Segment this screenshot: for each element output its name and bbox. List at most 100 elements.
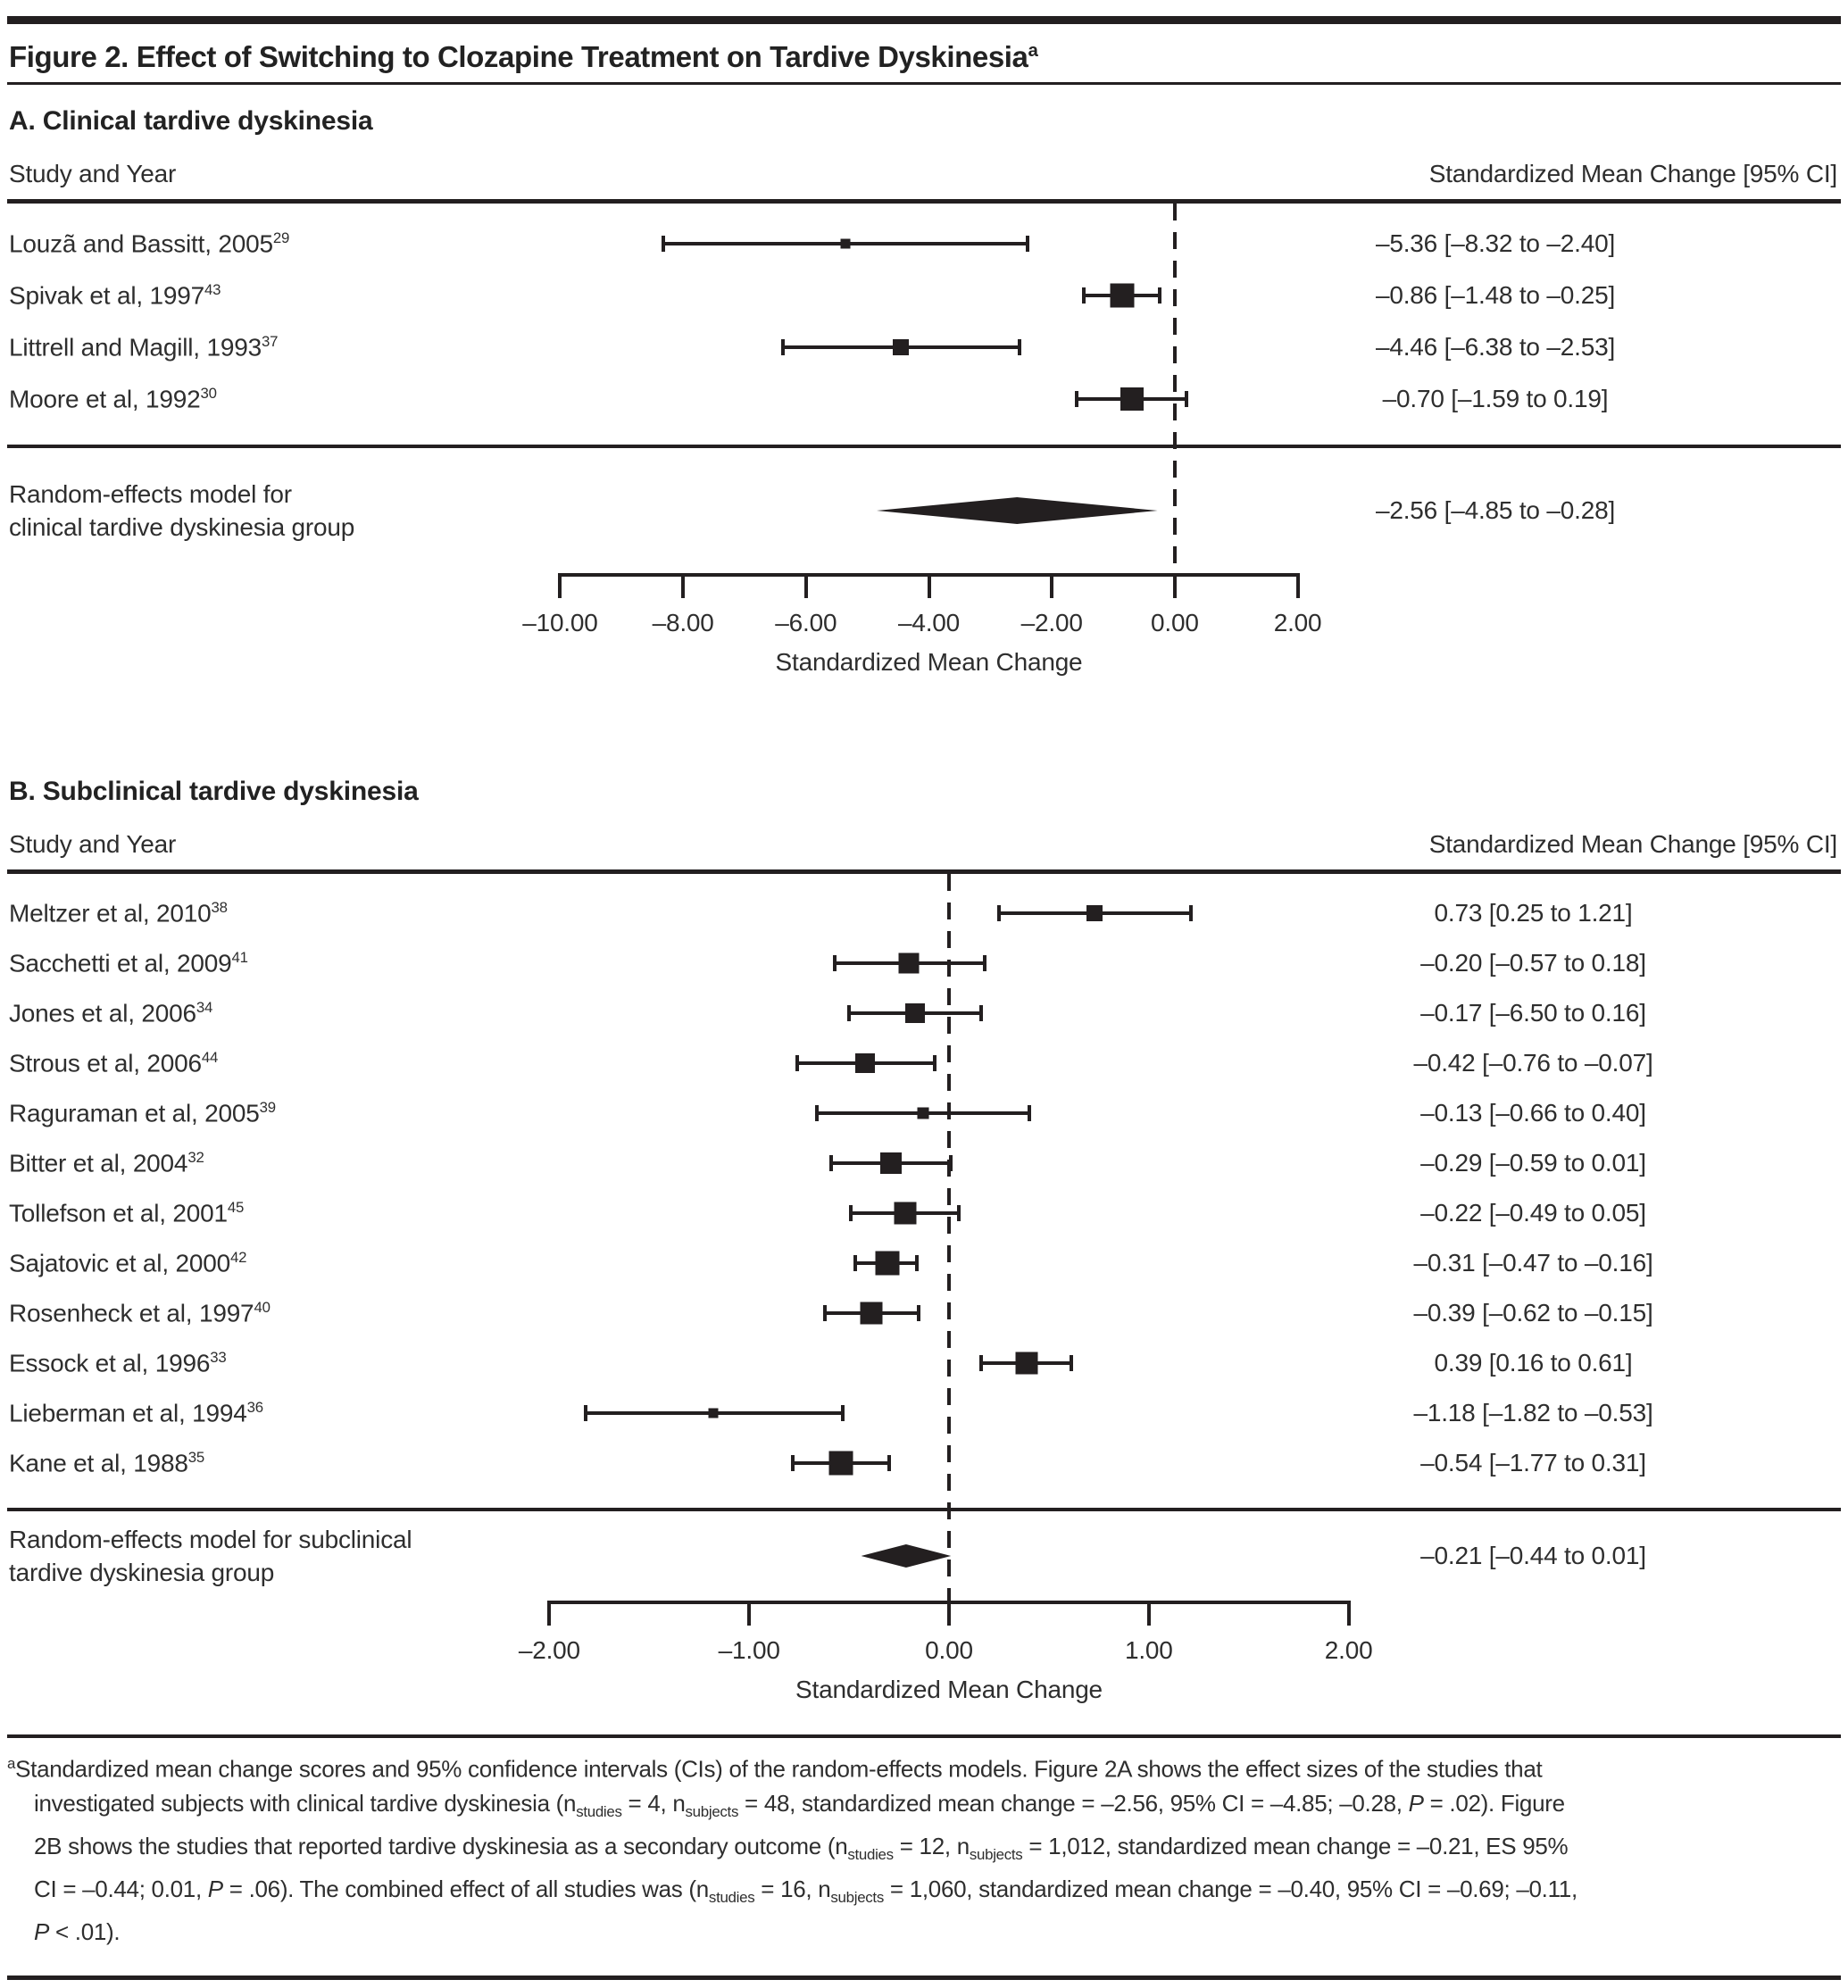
study-reference-number: 37 xyxy=(261,332,279,350)
x-axis-title: Standardized Mean Change xyxy=(775,648,1083,676)
effect-size-marker xyxy=(860,1302,883,1325)
footnote-segment: P xyxy=(1408,1789,1424,1817)
whisker-cap-right xyxy=(887,1455,891,1471)
study-row: Moore et al, 199230 –0.70 [–1.59 to 0.19] xyxy=(7,373,1841,425)
panel-b-forest-plot: Meltzer et al, 201038 0.73 [0.25 to 1.21]… xyxy=(7,874,1841,1711)
whisker-cap-right xyxy=(1027,1105,1031,1121)
effect-size-marker xyxy=(880,1152,903,1174)
study-reference-number: 44 xyxy=(201,1048,219,1066)
plot-cell xyxy=(529,1238,1369,1288)
study-row: Meltzer et al, 201038 0.73 [0.25 to 1.21] xyxy=(7,888,1841,938)
study-reference-number: 35 xyxy=(187,1448,205,1466)
footnote-segment: investigated subjects with clinical tard… xyxy=(34,1789,577,1817)
x-axis-tick-label: –1.00 xyxy=(718,1636,780,1664)
whisker-cap-left xyxy=(847,1005,852,1021)
study-row: Jones et al, 200634 –0.17 [–6.50 to 0.16] xyxy=(7,988,1841,1038)
panel-a-study-rows: Louzã and Bassitt, 200529 –5.36 [–8.32 to… xyxy=(7,204,1841,425)
study-reference-number: 32 xyxy=(187,1148,204,1166)
study-name: Louzã and Bassitt, 2005 xyxy=(9,229,273,258)
ci-value: –5.36 [–8.32 to –2.40] xyxy=(1375,229,1616,257)
whisker-cap-right xyxy=(983,955,987,971)
effect-size-marker xyxy=(1120,387,1144,411)
study-row: Essock et al, 199633 0.39 [0.16 to 0.61] xyxy=(7,1338,1841,1388)
study-row: Kane et al, 198835 –0.54 [–1.77 to 0.31] xyxy=(7,1438,1841,1488)
footnote-segment: = 1,060, standardized mean change = –0.4… xyxy=(883,1876,1577,1903)
effect-size-marker xyxy=(708,1408,719,1418)
study-label: Moore et al, 199230 xyxy=(7,385,529,413)
whisker-cap-right xyxy=(978,1005,983,1021)
study-row: Louzã and Bassitt, 200529 –5.36 [–8.32 to… xyxy=(7,218,1841,270)
footnote-segment: = 12, n xyxy=(893,1832,970,1859)
title-rule xyxy=(7,82,1841,85)
x-axis-tick-label: –10.00 xyxy=(522,609,598,636)
study-label: Meltzer et al, 201038 xyxy=(7,899,529,927)
x-axis-title: Standardized Mean Change xyxy=(795,1676,1103,1703)
study-name: Essock et al, 1996 xyxy=(9,1349,211,1377)
x-axis-tick xyxy=(803,573,808,598)
x-axis-tick xyxy=(747,1601,752,1626)
study-label: Littrell and Magill, 199337 xyxy=(7,333,529,362)
ci-value: 0.39 [0.16 to 0.61] xyxy=(1434,1349,1633,1377)
study-label: Spivak et al, 199743 xyxy=(7,281,529,310)
summary-label: Random-effects model for subclinical tard… xyxy=(9,1526,412,1586)
study-name: Littrell and Magill, 1993 xyxy=(9,333,262,362)
study-label: Kane et al, 198835 xyxy=(7,1449,529,1477)
top-rule xyxy=(7,16,1841,24)
summary-diamond xyxy=(876,497,1158,524)
footnote-segment: subjects xyxy=(969,1846,1023,1864)
ci-value: –0.39 [–0.62 to –0.15] xyxy=(1413,1299,1653,1327)
figure-title-footnote-marker: a xyxy=(1028,40,1038,61)
effect-size-marker xyxy=(892,339,909,355)
effect-size-marker xyxy=(875,1251,900,1276)
figure-title: Figure 2. Effect of Switching to Clozapi… xyxy=(9,32,1841,76)
plot-cell xyxy=(529,938,1369,988)
study-label: Jones et al, 200634 xyxy=(7,999,529,1027)
study-name: Lieberman et al, 1994 xyxy=(9,1399,247,1427)
study-label: Lieberman et al, 199436 xyxy=(7,1399,529,1427)
ci-value: –0.86 [–1.48 to –0.25] xyxy=(1375,281,1616,309)
effect-size-marker xyxy=(855,1053,875,1073)
footnote-segment: Standardized mean change scores and 95% … xyxy=(15,1755,1543,1783)
effect-size-marker xyxy=(894,1202,917,1225)
x-axis-tick xyxy=(1146,1601,1151,1626)
summary-diamond xyxy=(861,1544,952,1568)
figure-title-text: Figure 2. Effect of Switching to Clozapi… xyxy=(9,40,1028,73)
study-reference-number: 39 xyxy=(259,1098,276,1116)
study-reference-number: 40 xyxy=(254,1298,271,1316)
whisker-cap-right xyxy=(1025,236,1029,252)
effect-size-marker xyxy=(1015,1352,1038,1375)
footnote-segment: studies xyxy=(847,1846,894,1864)
effect-size-marker xyxy=(917,1107,929,1119)
whisker-cap-left xyxy=(849,1205,853,1221)
panel-a-forest-plot: Louzã and Bassitt, 200529 –5.36 [–8.32 to… xyxy=(7,204,1841,684)
study-reference-number: 34 xyxy=(196,998,213,1016)
whisker-cap-left xyxy=(996,905,1001,921)
panel-b-subclinical-tardive-dyskinesia: B. Subclinical tardive dyskinesia Study … xyxy=(7,777,1841,1711)
ci-value: –0.54 [–1.77 to 0.31] xyxy=(1420,1449,1646,1476)
plot-cell xyxy=(529,888,1369,938)
footnote-segment: subjects xyxy=(830,1889,884,1907)
x-axis-tick-label: –2.00 xyxy=(1020,609,1083,636)
x-axis-tick xyxy=(558,573,562,598)
x-axis-tick-label: –4.00 xyxy=(897,609,961,636)
plot-cell xyxy=(529,1038,1369,1088)
whisker-cap-left xyxy=(1081,287,1086,304)
plot-cell xyxy=(529,1388,1369,1438)
footnote-segment: = 4, n xyxy=(621,1789,686,1817)
panel-b-column-headers: Study and Year Standardized Mean Change … xyxy=(7,830,1841,859)
plot-cell xyxy=(529,1288,1369,1338)
plot-cell xyxy=(529,270,1328,321)
whisker-cap-right xyxy=(949,1155,953,1171)
study-name: Rosenheck et al, 1997 xyxy=(9,1299,254,1327)
panel-b-summary-row: Random-effects model for subclinical tard… xyxy=(7,1511,1841,1601)
ci-value: –0.13 [–0.66 to 0.40] xyxy=(1420,1099,1646,1127)
study-name: Strous et al, 2006 xyxy=(9,1049,202,1077)
panel-b-summary-separator-rule xyxy=(7,1508,1841,1511)
x-axis-tick-label: –2.00 xyxy=(518,1636,580,1664)
whisker-cap-left xyxy=(791,1455,795,1471)
study-name: Meltzer et al, 2010 xyxy=(9,899,212,927)
plot-cell xyxy=(529,1138,1369,1188)
ci-value: –0.20 [–0.57 to 0.18] xyxy=(1420,949,1646,977)
study-label: Louzã and Bassitt, 200529 xyxy=(7,229,529,258)
study-row: Spivak et al, 199743 –0.86 [–1.48 to –0.2… xyxy=(7,270,1841,321)
